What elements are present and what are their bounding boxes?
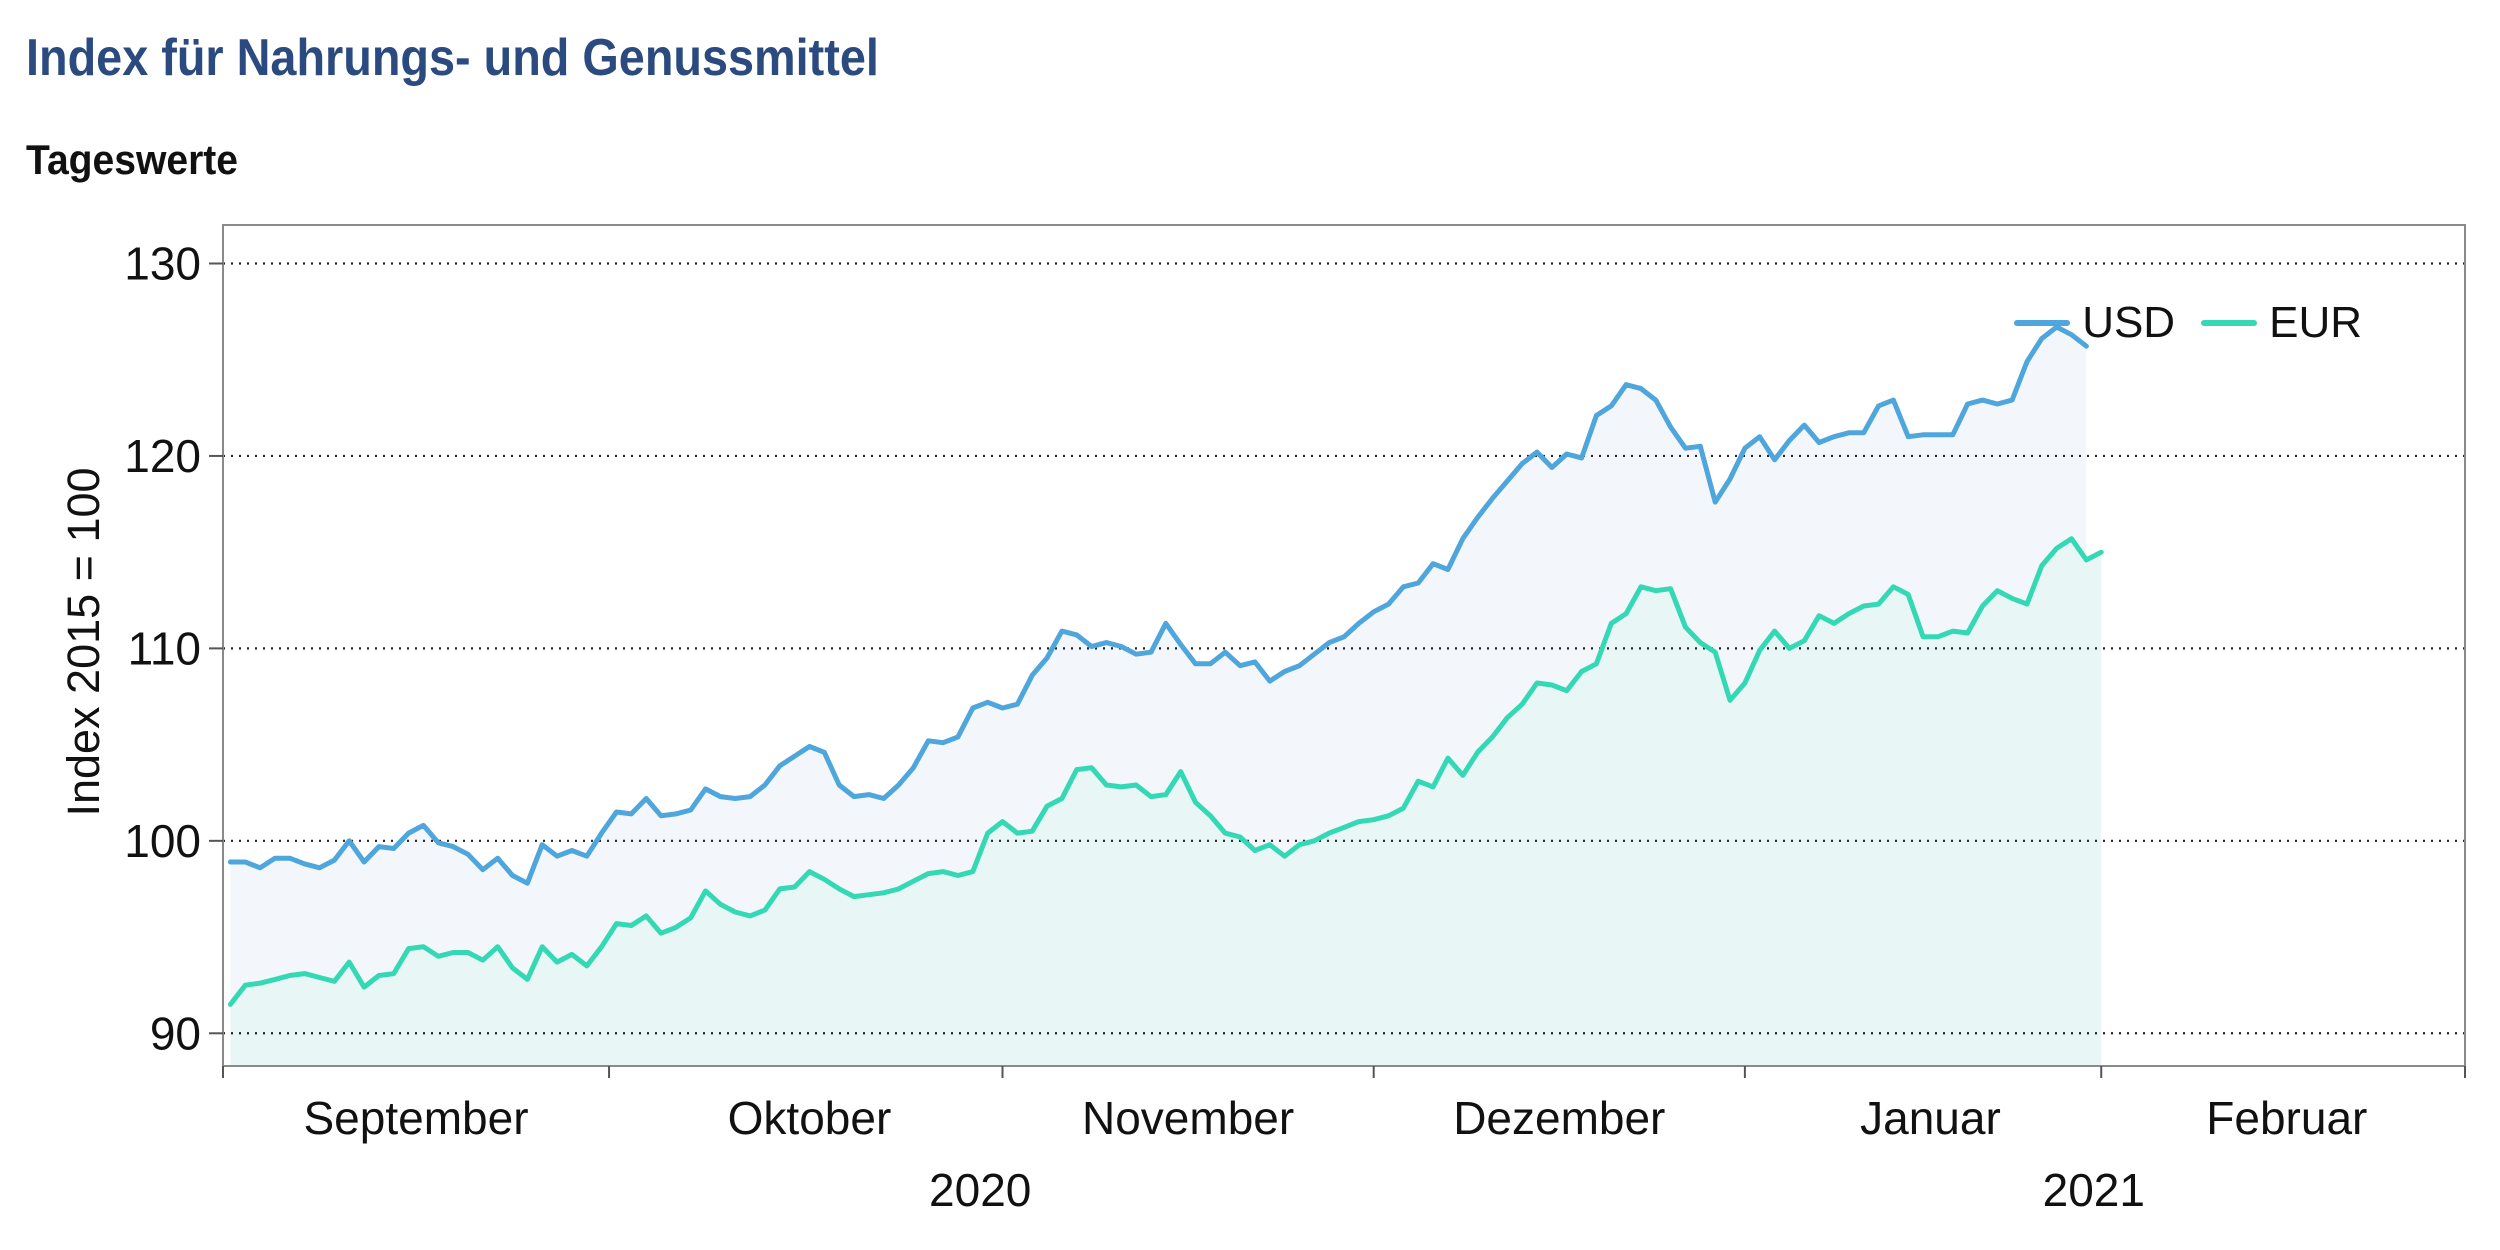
y-tick-label-110: 110 <box>128 622 201 674</box>
plot-frame <box>222 224 2466 1067</box>
x-tick-label-november: November <box>1082 1092 1294 1144</box>
legend-item-usd: USD <box>2014 298 2175 348</box>
chart-title: Index für Nahrungs- und Genussmittel <box>26 29 879 87</box>
legend-swatch-eur <box>2201 320 2258 326</box>
series-line-eur <box>227 536 2104 1007</box>
legend-swatch-usd <box>2014 320 2071 326</box>
x-tick-label-januar: Januar <box>1860 1092 2001 1144</box>
legend-label-eur: EUR <box>2269 298 2362 347</box>
y-tick-label-100: 100 <box>124 815 201 867</box>
x-year-label-2021: 2021 <box>2043 1164 2145 1216</box>
x-tick-label-februar: Februar <box>2206 1092 2367 1144</box>
chart-legend: USD EUR <box>2014 298 2362 348</box>
y-tick-label-120: 120 <box>124 430 201 482</box>
area-fill-eur <box>230 538 2102 1066</box>
x-tick-label-oktober: Oktober <box>728 1092 892 1144</box>
legend-label-usd: USD <box>2082 298 2176 347</box>
chart-subtitle: Tageswerte <box>26 136 239 183</box>
series-line-usd <box>227 324 2089 886</box>
x-tick-label-dezember: Dezember <box>1453 1092 1665 1144</box>
legend-item-eur: EUR <box>2201 298 2362 348</box>
x-tick-label-september: September <box>304 1092 529 1144</box>
y-tick-label-130: 130 <box>124 237 201 289</box>
x-year-label-2020: 2020 <box>929 1164 1031 1216</box>
y-tick-label-90: 90 <box>150 1007 201 1059</box>
